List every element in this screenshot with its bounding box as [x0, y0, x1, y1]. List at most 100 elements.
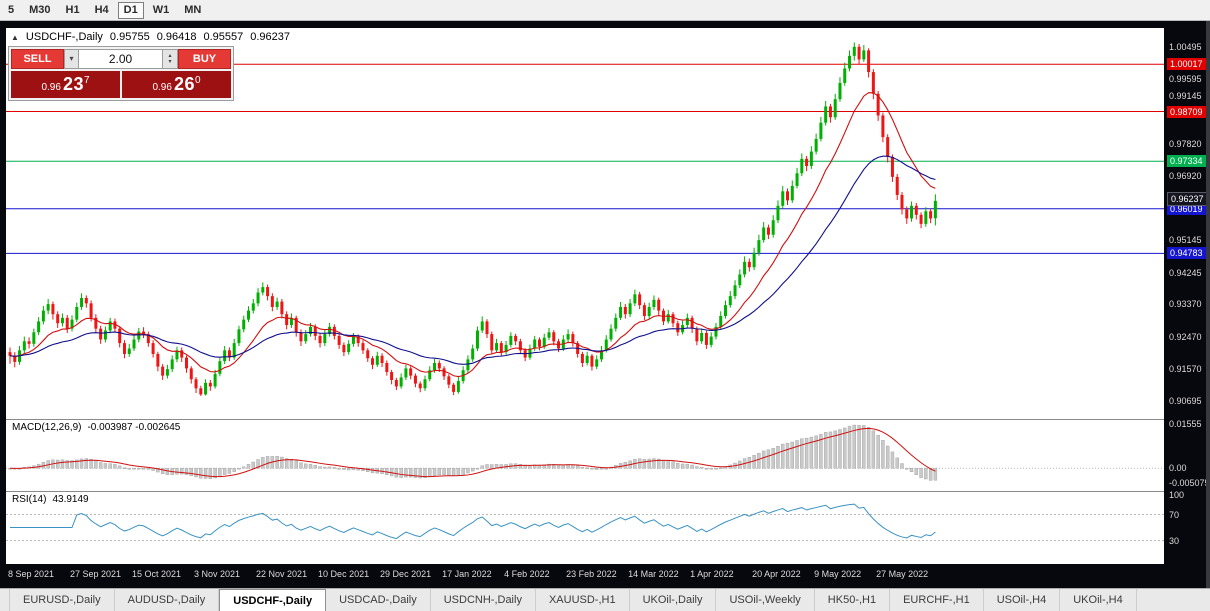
timeframe-toolbar: 5 M30 H1 H4 D1 W1 MN — [0, 0, 1210, 21]
collapse-panel-icon[interactable]: ▲ — [11, 32, 19, 42]
lot-size-input[interactable] — [79, 49, 163, 69]
macd-histogram-bar — [165, 468, 170, 475]
macd-histogram-bar — [318, 466, 322, 469]
timeframe-button-W1[interactable]: W1 — [152, 4, 170, 16]
timeframe-button-5[interactable]: 5 — [8, 4, 15, 16]
macd-histogram-bar — [561, 464, 566, 469]
macd-histogram-bar — [470, 468, 475, 472]
candle-body — [914, 205, 918, 215]
ohlc-low: 0.95557 — [203, 31, 244, 43]
ma-slow-line — [9, 155, 936, 365]
date-axis-label: 14 Mar 2022 — [628, 569, 679, 579]
chart-tab-USOil-Weekly[interactable]: USOil-,Weekly — [716, 589, 815, 611]
candle-body — [213, 373, 217, 387]
candle-body — [924, 211, 928, 224]
candle-body — [294, 317, 298, 333]
candle-body — [60, 317, 64, 324]
macd-histogram-bar — [184, 468, 189, 475]
candle-body — [356, 336, 360, 344]
macd-histogram-bar — [284, 458, 289, 469]
candle-body — [313, 326, 317, 336]
candle-body — [585, 355, 589, 363]
chart-tab-UKOil-Daily[interactable]: UKOil-,Daily — [630, 589, 717, 611]
lot-dropdown-button[interactable]: ▾ — [64, 49, 79, 69]
price-scale[interactable]: 1.00495 0.99595 0.99145 0.97820 0.96920 0.951… — [1166, 28, 1210, 564]
macd-histogram-bar — [218, 468, 222, 477]
timeframe-button-H4[interactable]: H4 — [94, 4, 109, 16]
candle-body — [514, 335, 518, 342]
macd-histogram-bar — [900, 463, 904, 469]
macd-histogram-bar — [552, 464, 556, 469]
candle-body — [65, 317, 69, 329]
macd-histogram-bar — [499, 464, 504, 469]
candle-body — [270, 296, 274, 307]
macd-histogram-bar — [518, 463, 523, 469]
date-axis-label: 15 Oct 2021 — [132, 569, 182, 579]
macd-histogram-bar — [699, 467, 704, 469]
candle-body — [437, 362, 441, 369]
candle-body — [886, 137, 890, 158]
candle-body — [871, 72, 875, 94]
candle-body — [418, 383, 422, 389]
macd-histogram-bar — [843, 427, 847, 469]
ohlc-close: 0.96237 — [250, 31, 290, 43]
sell-price-pip: 7 — [83, 75, 90, 86]
ohlc-high: 0.96418 — [156, 31, 197, 43]
sell-button[interactable]: SELL — [11, 49, 64, 69]
candlestick-chart[interactable] — [6, 28, 1164, 564]
timeframe-bar: 5 M30 H1 H4 D1 W1 MN — [2, 1, 207, 19]
candle-body — [423, 379, 427, 389]
macd-histogram-bar — [866, 427, 871, 469]
macd-histogram-bar — [189, 468, 193, 476]
macd-histogram-bar — [709, 468, 713, 470]
candle-body — [790, 185, 794, 201]
sell-price-display[interactable]: 0.96 23 7 — [11, 71, 120, 98]
macd-histogram-bar — [199, 468, 203, 479]
macd-histogram-bar — [800, 438, 804, 469]
candle-body — [599, 350, 603, 360]
candle-body — [771, 220, 775, 235]
lot-stepper[interactable]: ▴ ▾ — [163, 49, 178, 69]
candle-body — [862, 50, 866, 60]
price-axis-label: 1.00495 — [1169, 41, 1202, 52]
chevron-down-icon: ▾ — [69, 54, 74, 63]
scrollbar-right[interactable] — [1206, 21, 1210, 588]
chart-tab-USDCNH-Daily[interactable]: USDCNH-,Daily — [431, 589, 536, 611]
candle-body — [786, 191, 790, 201]
macd-histogram-bar — [490, 464, 494, 469]
timeframe-button-D1[interactable]: D1 — [117, 1, 144, 19]
macd-histogram-bar — [418, 468, 422, 479]
price-axis-label: 0.99145 — [1169, 90, 1202, 101]
chart-tab-HK50-H1[interactable]: HK50-,H1 — [815, 589, 891, 611]
chart-tab-EURCHF-H1[interactable]: EURCHF-,H1 — [890, 589, 984, 611]
buy-price-display[interactable]: 0.96 26 0 — [122, 71, 231, 98]
macd-histogram-bar — [337, 468, 341, 470]
chart-tab-AUDUSD-Daily[interactable]: AUDUSD-,Daily — [115, 589, 220, 611]
macd-histogram-bar — [394, 468, 399, 478]
price-axis-label: 0.90695 — [1169, 396, 1202, 407]
chart-tab-USOil-H4[interactable]: USOil-,H4 — [984, 589, 1061, 611]
date-axis-label: 17 Jan 2022 — [442, 569, 492, 579]
macd-histogram-bar — [160, 468, 165, 475]
timeframe-button-MN[interactable]: MN — [184, 4, 202, 16]
chart-tab-USDCHF-Daily[interactable]: USDCHF-,Daily — [219, 589, 327, 611]
macd-histogram-bar — [294, 460, 298, 469]
candle-body — [895, 176, 899, 195]
chart-tab-UKOil-H4[interactable]: UKOil-,H4 — [1060, 589, 1137, 611]
macd-histogram-bar — [766, 449, 771, 469]
date-axis-label: 23 Feb 2022 — [566, 569, 617, 579]
candle-body — [867, 50, 871, 73]
buy-button[interactable]: BUY — [178, 49, 231, 69]
macd-histogram-bar — [246, 464, 251, 469]
candle-body — [475, 330, 479, 349]
candle-body — [695, 328, 699, 342]
timeframe-button-H1[interactable]: H1 — [65, 4, 80, 16]
chart-tab-USDCAD-Daily[interactable]: USDCAD-,Daily — [326, 589, 431, 611]
timeframe-button-M30[interactable]: M30 — [29, 4, 51, 16]
candle-body — [247, 310, 250, 320]
macd-histogram-bar — [776, 446, 780, 469]
candle-body — [623, 306, 627, 315]
date-scale[interactable]: 8 Sep 2021 27 Sep 2021 15 Oct 2021 3 Nov 20… — [6, 564, 1164, 586]
chart-tab-EURUSD-Daily[interactable]: EURUSD-,Daily — [9, 589, 115, 611]
chart-tab-XAUUSD-H1[interactable]: XAUUSD-,H1 — [536, 589, 630, 611]
